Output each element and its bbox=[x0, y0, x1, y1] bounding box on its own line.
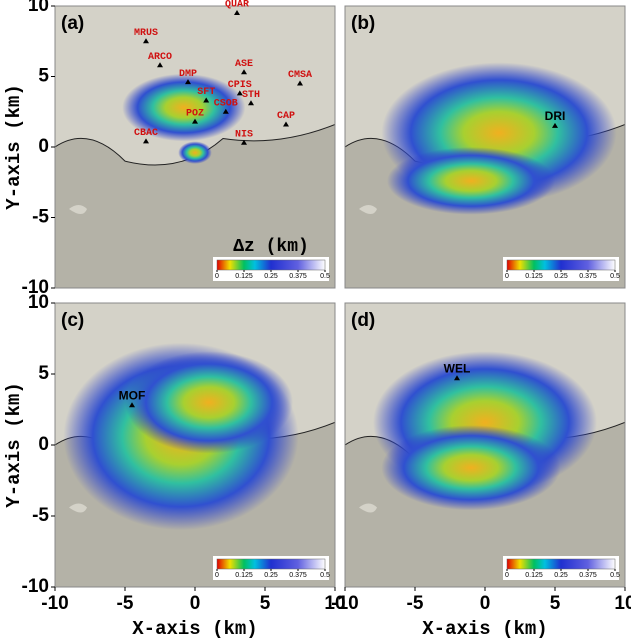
y-tick-label: -5 bbox=[32, 505, 49, 526]
colorbar-tick-label: 0.5 bbox=[610, 572, 620, 579]
x-tick-label: -5 bbox=[407, 593, 424, 614]
x-axis-label: X-axis (km) bbox=[132, 618, 257, 640]
station-label: ASE bbox=[235, 59, 253, 70]
colorbar-tick-label: 0 bbox=[505, 273, 509, 280]
station-label: DRI bbox=[545, 109, 566, 123]
x-tick-label: 5 bbox=[260, 593, 271, 614]
y-tick-label: 10 bbox=[28, 292, 49, 313]
anomaly bbox=[387, 147, 555, 215]
anomaly bbox=[125, 351, 293, 453]
x-tick-label: 0 bbox=[480, 593, 491, 614]
colorbar-tick-label: 0.5 bbox=[320, 273, 330, 280]
colorbar-tick-label: 0 bbox=[505, 572, 509, 579]
station-label: QUAR bbox=[225, 0, 249, 11]
y-tick-label: 0 bbox=[38, 136, 49, 157]
station-label: NIS bbox=[235, 129, 253, 140]
anomaly bbox=[178, 141, 212, 164]
y-axis-label: Y-axis (km) bbox=[3, 382, 25, 507]
station-label: SFT bbox=[197, 87, 215, 98]
station-label: WEL bbox=[444, 361, 471, 375]
x-tick-label: 5 bbox=[550, 593, 561, 614]
colorbar-label: Δz (km) bbox=[233, 237, 309, 257]
colorbar-tick-label: 0.375 bbox=[579, 273, 597, 280]
panel-label: (d) bbox=[351, 310, 375, 331]
colorbar bbox=[217, 559, 325, 569]
x-tick-label: -5 bbox=[117, 593, 134, 614]
colorbar-tick-label: 0.25 bbox=[264, 273, 278, 280]
colorbar-tick-label: 0.125 bbox=[525, 572, 543, 579]
x-axis-label: X-axis (km) bbox=[422, 618, 547, 640]
panel-label: (b) bbox=[351, 13, 375, 34]
panel-label: (c) bbox=[61, 310, 84, 331]
panel bbox=[345, 303, 625, 587]
colorbar-tick-label: 0.375 bbox=[289, 273, 307, 280]
station-label: DMP bbox=[179, 69, 197, 80]
colorbar-tick-label: 0.125 bbox=[235, 273, 253, 280]
station-label: MRUS bbox=[134, 28, 158, 39]
x-tick-label: 10 bbox=[614, 593, 631, 614]
station-label: POZ bbox=[186, 108, 204, 119]
colorbar-tick-label: 0.375 bbox=[579, 572, 597, 579]
y-tick-label: 5 bbox=[38, 66, 49, 87]
y-axis-label: Y-axis (km) bbox=[3, 84, 25, 209]
colorbar-tick-label: 0.375 bbox=[289, 572, 307, 579]
colorbar-tick-label: 0.5 bbox=[320, 572, 330, 579]
station-label: CSOB bbox=[214, 98, 238, 109]
y-tick-label: 5 bbox=[38, 363, 49, 384]
panel bbox=[345, 6, 625, 288]
station-label: CAP bbox=[277, 111, 295, 122]
colorbar-tick-label: 0.25 bbox=[554, 273, 568, 280]
colorbar-tick-label: 0.5 bbox=[610, 273, 620, 280]
colorbar-tick-label: 0.125 bbox=[235, 572, 253, 579]
y-tick-label: 10 bbox=[28, 0, 49, 16]
colorbar-tick-label: 0.25 bbox=[264, 572, 278, 579]
x-tick-label: -10 bbox=[331, 593, 358, 614]
y-tick-label: -5 bbox=[32, 207, 49, 228]
colorbar bbox=[507, 260, 615, 270]
colorbar-tick-label: 0 bbox=[215, 572, 219, 579]
colorbar-tick-label: 0.125 bbox=[525, 273, 543, 280]
station-label: MOF bbox=[119, 388, 146, 402]
colorbar bbox=[217, 260, 325, 270]
panel bbox=[55, 303, 335, 587]
panel-label: (a) bbox=[61, 13, 84, 34]
x-tick-label: -10 bbox=[41, 593, 68, 614]
anomaly bbox=[381, 425, 560, 510]
station-label: CMSA bbox=[288, 70, 312, 81]
y-tick-label: 0 bbox=[38, 434, 49, 455]
colorbar-tick-label: 0 bbox=[215, 273, 219, 280]
x-tick-label: 0 bbox=[190, 593, 201, 614]
figure: (a) 10 5 0 -5 -10 Y-axis (km) MRUS QUAR ARCO ASE DM… bbox=[0, 0, 631, 643]
colorbar-tick-label: 0.25 bbox=[554, 572, 568, 579]
station-label: CBAC bbox=[134, 128, 158, 139]
colorbar bbox=[507, 559, 615, 569]
station-label: STH bbox=[242, 90, 260, 101]
station-label: ARCO bbox=[148, 52, 172, 63]
